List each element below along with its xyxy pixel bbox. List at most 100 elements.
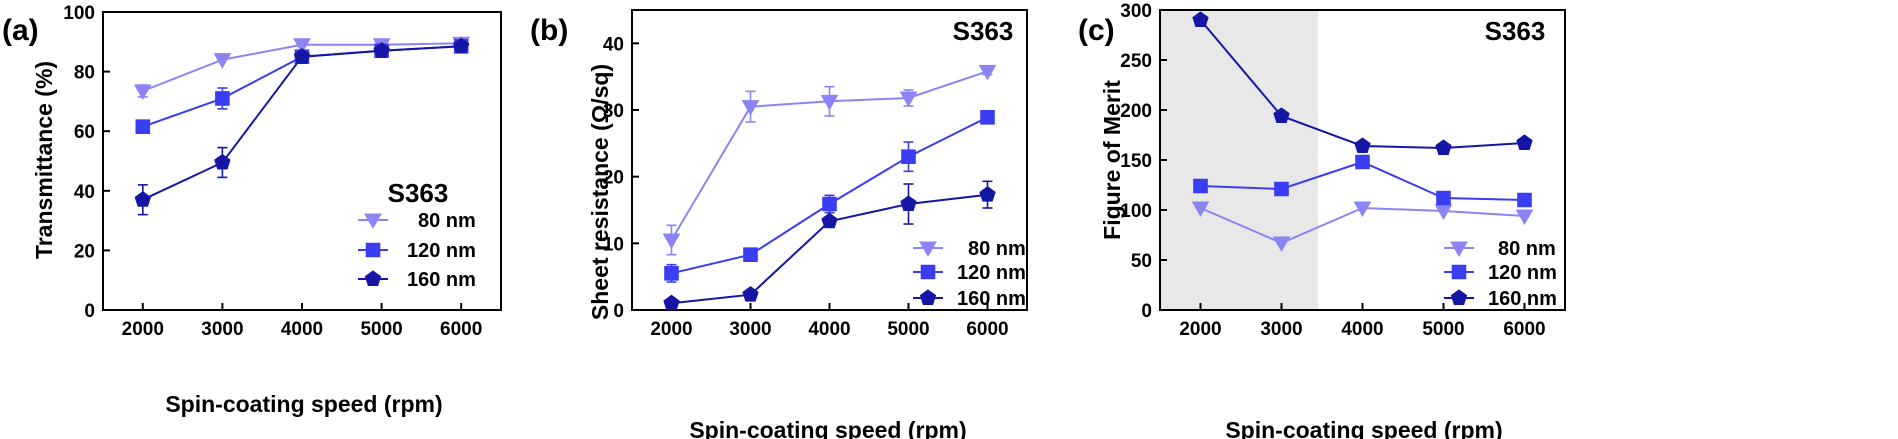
panel-c-label: (c) bbox=[1078, 14, 1115, 47]
panel-a-legend: 80 nm 120 nm 160 nm bbox=[358, 210, 476, 291]
panel-b-legend-marker-160nm bbox=[919, 289, 937, 305]
panel-a-y-tick-label-0: 0 bbox=[84, 301, 95, 322]
panel-b-x-tick-label-3000: 3000 bbox=[729, 319, 771, 340]
panel-c-series-120nm-point-4000 bbox=[1355, 154, 1370, 170]
panel-b-series-120nm-point-4000 bbox=[822, 196, 837, 212]
panel-c-legend: 80 nm 120 nm 160 nm bbox=[1444, 238, 1557, 310]
panel-b-legend-label-120nm: 120 nm bbox=[957, 262, 1026, 284]
panel-b-series-80nm-point-3000 bbox=[741, 100, 760, 116]
panel-c-series-120nm-point-3000 bbox=[1274, 181, 1289, 197]
panel-c-legend-item-120nm: 120 nm bbox=[1444, 262, 1557, 284]
panel-a-series-80nm-point-2000 bbox=[133, 84, 152, 100]
panel-b-series-80nm-point-6000 bbox=[978, 64, 997, 81]
panel-b-series-120nm bbox=[664, 110, 995, 283]
panel-a-y-tick-label-40: 40 bbox=[74, 182, 95, 203]
panel-a-sample-label: S363 bbox=[388, 178, 449, 208]
panel-b-series-80nm bbox=[662, 64, 997, 256]
panel-c-series-80nm-point-4000 bbox=[1353, 201, 1372, 218]
panel-c-series-120nm bbox=[1193, 154, 1532, 208]
panel-a-x-tick-label-5000: 5000 bbox=[360, 319, 402, 340]
panel-b-y-tick-label-10: 10 bbox=[603, 234, 624, 255]
panel-c-legend-item-160nm: 160 nm bbox=[1444, 288, 1557, 310]
panel-a-legend-marker-120nm bbox=[365, 242, 381, 258]
panel-b-series-120nm-point-6000 bbox=[980, 110, 995, 125]
panel-b-legend-label-160nm: 160 nm bbox=[957, 288, 1026, 310]
panel-b-y-axis-title: Sheet resistance (Ω/sq) bbox=[587, 64, 613, 320]
panel-c-series-80nm bbox=[1191, 201, 1534, 253]
panel-c-series-160nm-point-2000 bbox=[1192, 11, 1209, 27]
panel-c-series-160nm-point-5000 bbox=[1435, 139, 1452, 155]
panel-a-x-tick-label-4000: 4000 bbox=[281, 319, 323, 340]
panel-b: (b) Sheet resistance (Ω/sq) Spin-coating… bbox=[530, 9, 1028, 439]
panel-c-x-tick-label-5000: 5000 bbox=[1422, 319, 1464, 340]
panel-c-sample-label: S363 bbox=[1485, 16, 1546, 46]
panel-c: (c) Figure of Merit Spin-coating speed (… bbox=[1078, 1, 1566, 439]
panel-c-y-tick-label-150: 150 bbox=[1120, 151, 1152, 172]
panel-c-series-120nm-point-6000 bbox=[1517, 192, 1532, 208]
panel-a-x-tick-label-3000: 3000 bbox=[201, 319, 243, 340]
panel-c-series-160nm-point-6000 bbox=[1516, 134, 1533, 150]
panel-c-y-tick-label-200: 200 bbox=[1120, 101, 1152, 122]
panel-a-series-160nm-point-4000 bbox=[293, 48, 311, 64]
panel-c-series-160nm-point-3000 bbox=[1273, 107, 1290, 123]
panel-a-series-80nm-point-3000 bbox=[213, 53, 232, 69]
panel-a: (a) Transmittance (%) Spin-coating speed… bbox=[2, 3, 502, 417]
panel-b-legend-item-160nm: 160 nm bbox=[913, 288, 1026, 310]
panel-a-x-tick-label-6000: 6000 bbox=[440, 319, 482, 340]
panel-c-x-tick-label-4000: 4000 bbox=[1341, 319, 1383, 340]
panel-a-legend-label-160nm: 160 nm bbox=[407, 269, 476, 291]
panel-a-y-axis-title: Transmittance (%) bbox=[31, 61, 57, 259]
panel-b-legend-marker-120nm bbox=[920, 264, 936, 280]
panel-b-series-120nm-point-2000 bbox=[664, 266, 679, 281]
panel-a-legend-marker-160nm bbox=[364, 270, 382, 286]
panel-b-legend-item-120nm: 120 nm bbox=[913, 262, 1026, 284]
panel-a-label: (a) bbox=[2, 14, 39, 47]
panel-b-legend-label-80nm: 80 nm bbox=[968, 238, 1026, 260]
panel-a-series-160nm bbox=[134, 37, 470, 216]
panel-b-legend-marker-80nm bbox=[919, 241, 937, 258]
panel-a-series-160nm-point-6000 bbox=[453, 37, 470, 54]
panel-b-y-tick-label-20: 20 bbox=[603, 168, 624, 189]
panel-a-legend-item-160nm: 160 nm bbox=[358, 269, 476, 291]
panel-c-x-tick-label-3000: 3000 bbox=[1260, 319, 1302, 340]
panel-a-legend-marker-80nm bbox=[364, 213, 382, 230]
panel-b-label: (b) bbox=[530, 14, 568, 47]
panel-b-x-tick-label-2000: 2000 bbox=[650, 319, 692, 340]
panel-b-series-80nm-point-5000 bbox=[899, 91, 918, 108]
panel-b-series-120nm-point-3000 bbox=[743, 247, 758, 262]
panel-a-x-tick-label-2000: 2000 bbox=[122, 319, 164, 340]
panel-a-series-160nm-point-3000 bbox=[214, 153, 231, 170]
panel-c-y-axis-title: Figure of Merit bbox=[1099, 80, 1125, 240]
panel-a-x-axis-title: Spin-coating speed (rpm) bbox=[165, 391, 442, 417]
panel-a-series-80nm-point-4000 bbox=[293, 38, 311, 54]
panel-b-series-80nm-point-2000 bbox=[662, 233, 681, 250]
panel-a-y-tick-label-20: 20 bbox=[74, 241, 95, 262]
panel-b-x-tick-label-6000: 6000 bbox=[966, 319, 1008, 340]
panel-a-legend-label-80nm: 80 nm bbox=[418, 210, 476, 232]
panel-c-legend-marker-80nm bbox=[1450, 241, 1468, 258]
panel-c-series-160nm-point-4000 bbox=[1354, 137, 1371, 153]
panel-b-series-160nm bbox=[663, 180, 996, 311]
panel-b-legend-item-80nm: 80 nm bbox=[913, 238, 1026, 260]
panel-c-y-tick-label-0: 0 bbox=[1141, 301, 1152, 322]
panel-a-y-tick-label-60: 60 bbox=[74, 122, 95, 143]
panel-b-series-120nm-point-5000 bbox=[901, 149, 916, 164]
panel-a-plot: 0 20 40 60 80 100 2000 3000 4000 5000 6000 bbox=[63, 3, 502, 340]
panel-b-legend: 80 nm 120 nm 160 nm bbox=[913, 238, 1026, 310]
panel-b-series-160nm-point-3000 bbox=[742, 286, 759, 302]
panel-a-legend-item-120nm: 120 nm bbox=[358, 240, 476, 262]
panel-b-y-tick-label-0: 0 bbox=[613, 301, 624, 322]
panel-c-x-axis-title: Spin-coating speed (rpm) bbox=[1225, 417, 1502, 439]
panel-b-series-160nm-point-2000 bbox=[663, 294, 680, 311]
panel-b-y-tick-label-30: 30 bbox=[603, 101, 624, 122]
panel-c-legend-marker-120nm bbox=[1451, 264, 1467, 280]
panel-c-y-tick-label-300: 300 bbox=[1120, 1, 1152, 22]
panel-c-legend-label-80nm: 80 nm bbox=[1498, 238, 1556, 260]
panel-b-x-axis-title: Spin-coating speed (rpm) bbox=[689, 417, 966, 439]
panel-a-y-tick-label-100: 100 bbox=[63, 3, 95, 24]
panel-b-sample-label: S363 bbox=[953, 16, 1014, 46]
panel-a-series-120nm-point-2000 bbox=[135, 119, 151, 135]
panel-c-legend-item-80nm: 80 nm bbox=[1444, 238, 1556, 260]
panel-c-legend-label-120nm: 120 nm bbox=[1488, 262, 1557, 284]
